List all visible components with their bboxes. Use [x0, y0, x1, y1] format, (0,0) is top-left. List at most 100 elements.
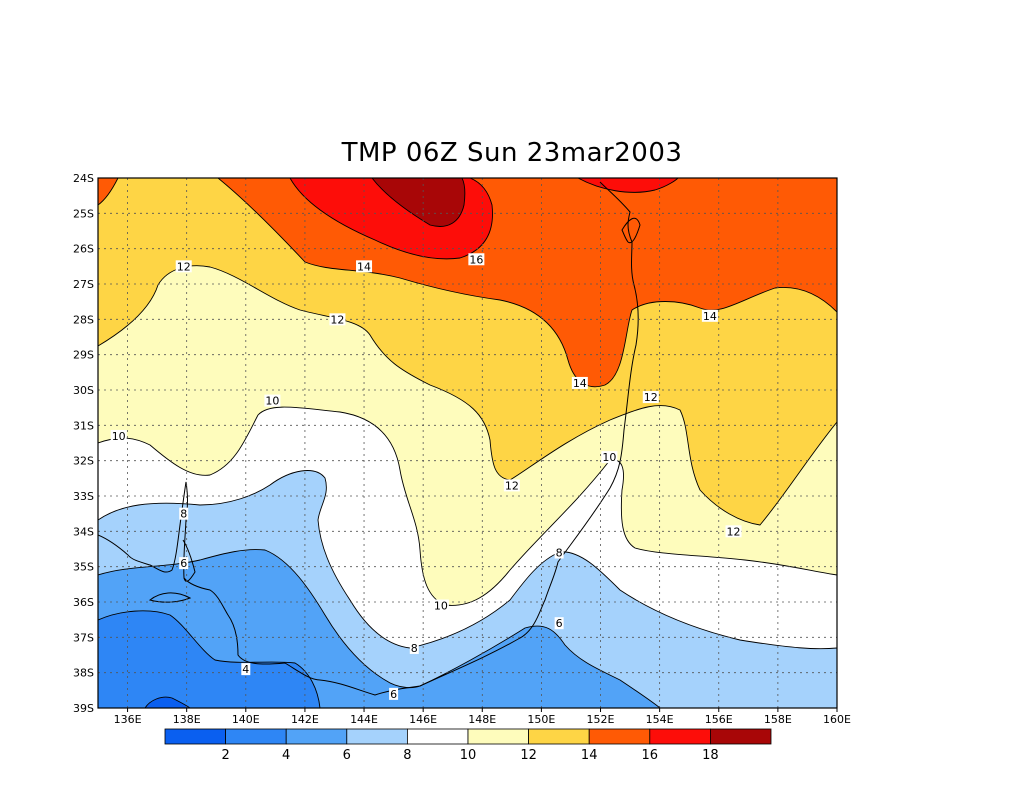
x-tick-label: 150E: [527, 713, 555, 726]
y-tick-label: 34S: [73, 525, 94, 538]
band-16-18: [290, 178, 678, 259]
x-tick-label: 148E: [468, 713, 496, 726]
grid-lines: [98, 178, 837, 708]
x-tick-label: 158E: [764, 713, 792, 726]
x-tick-label: 140E: [232, 713, 260, 726]
contour-label: 6: [556, 617, 563, 630]
colorbar-swatch: [285, 728, 348, 745]
contour-label-bg: [601, 451, 618, 464]
contour-label: 10: [602, 451, 616, 464]
x-tick-label: 154E: [646, 713, 674, 726]
colorbar: 2 4 6 8 10 12 14 16 18: [164, 728, 772, 763]
contour-label-bg: [554, 546, 564, 559]
colorbar-swatch: [406, 728, 469, 745]
y-axis-ticks: 24S 25S 26S 27S 28S 29S 30S 31S 32S 33S 34S 35S 36S 3…: [73, 172, 94, 715]
contour-label: 12: [727, 525, 741, 538]
band-gt-18: [372, 178, 465, 227]
contour-label-bg: [503, 479, 520, 492]
contour-label-bg: [725, 525, 742, 538]
contour-label-bg: [175, 260, 192, 273]
y-tick-label: 35S: [73, 561, 94, 574]
x-tick-label: 136E: [114, 713, 142, 726]
colorbar-swatch: [710, 728, 772, 745]
contour-label-bg: [468, 253, 485, 266]
contour-label-bg: [329, 313, 346, 326]
contour-label: 12: [644, 391, 658, 404]
contour-label-bg: [264, 394, 281, 407]
y-tick-label: 27S: [73, 278, 94, 291]
contour-label-bg: [409, 641, 419, 654]
band-lt-2: [145, 697, 190, 708]
contour-label-bg: [179, 557, 189, 570]
colorbar-label: 18: [702, 748, 719, 763]
contour-lines: [98, 178, 837, 708]
y-tick-label: 28S: [73, 313, 94, 326]
x-tick-label: 152E: [587, 713, 615, 726]
x-tick-label: 144E: [350, 713, 378, 726]
colorbar-swatch: [528, 728, 590, 745]
contour-label: 10: [265, 395, 279, 408]
y-tick-label: 36S: [73, 596, 94, 609]
colorbar-label: 16: [642, 748, 659, 763]
colorbar-label: 10: [460, 748, 477, 763]
y-tick-label: 24S: [73, 172, 94, 185]
contour-label: 6: [390, 688, 397, 701]
contour-label-bg: [554, 617, 564, 630]
contour-label-bg: [356, 260, 373, 273]
colorbar-swatch: [346, 728, 408, 745]
band-14-16: [98, 178, 837, 387]
colorbar-swatch: [467, 728, 529, 745]
y-tick-label: 25S: [73, 207, 94, 220]
contour-label-bg: [241, 663, 251, 676]
contour-label-bg: [179, 507, 189, 520]
contour-label-bg: [642, 391, 659, 404]
y-tick-label: 39S: [73, 702, 94, 715]
colorbar-swatch: [649, 728, 711, 745]
y-tick-label: 37S: [73, 631, 94, 644]
band-2-4: [98, 610, 320, 708]
y-tick-label: 29S: [73, 349, 94, 362]
contour-label: 6: [180, 557, 187, 570]
x-axis-ticks: 136E 138E 140E 142E 144E 146E 148E 150E 152E 154E…: [114, 708, 851, 726]
contour-label: 12: [505, 479, 519, 492]
contour-label: 10: [434, 600, 448, 613]
contour-label: 8: [180, 508, 187, 521]
contour-label: 8: [556, 547, 563, 560]
contour-label: 16: [469, 253, 483, 266]
y-tick-label: 33S: [73, 490, 94, 503]
contour-label: 14: [573, 377, 587, 390]
colorbar-label: 12: [520, 748, 537, 763]
colorbar-label: 6: [343, 748, 351, 763]
colorbar-swatch: [164, 728, 226, 745]
contour-label: 14: [703, 310, 717, 323]
contour-label-bg: [389, 687, 399, 700]
colorbar-swatch: [588, 728, 651, 745]
colorbar-label: 8: [403, 748, 411, 763]
contour-labels: 12 14 16 12 14 14 12 10 10 10 12 12 8 8 6 10 6 8 4 6: [110, 253, 742, 701]
y-tick-label: 26S: [73, 243, 94, 256]
plot-frame: [97, 177, 838, 709]
contour-label-bg: [110, 429, 127, 442]
contour-label: 10: [112, 430, 126, 443]
contour-label-bg: [432, 599, 449, 612]
y-tick-label: 38S: [73, 667, 94, 680]
coastline: [98, 181, 641, 696]
map-title: TMP 06Z Sun 23mar2003: [341, 138, 683, 168]
colorbar-label: 14: [581, 748, 598, 763]
contour-label: 4: [242, 663, 249, 676]
contour-label-bg: [701, 309, 718, 322]
contour-label-bg: [571, 376, 588, 389]
filled-contours: [98, 178, 837, 708]
x-tick-label: 160E: [823, 713, 851, 726]
x-tick-label: 156E: [705, 713, 733, 726]
x-tick-label: 142E: [291, 713, 319, 726]
contour-label: 8: [411, 642, 418, 655]
y-tick-label: 30S: [73, 384, 94, 397]
contour-label: 12: [177, 260, 191, 273]
y-tick-label: 32S: [73, 455, 94, 468]
colorbar-label: 2: [221, 748, 229, 763]
colorbar-label: 4: [282, 748, 290, 763]
y-tick-label: 31S: [73, 419, 94, 432]
contour-label: 14: [357, 260, 371, 273]
